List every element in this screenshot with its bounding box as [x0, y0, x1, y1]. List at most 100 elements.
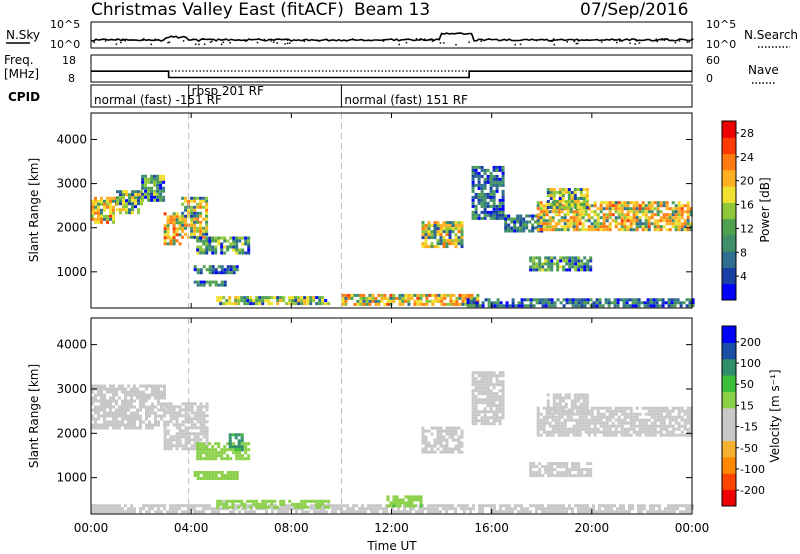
data-cell: [94, 220, 97, 224]
data-cell: [632, 228, 636, 232]
data-cell: [193, 447, 197, 451]
data-cell: [424, 429, 428, 433]
data-cell: [386, 302, 390, 306]
data-cell: [119, 190, 122, 194]
data-cell: [211, 477, 215, 480]
data-cell: [208, 504, 211, 508]
data-cell: [97, 390, 100, 394]
data-cell: [184, 402, 188, 406]
data-cell: [617, 222, 621, 226]
data-cell: [159, 183, 163, 187]
data-cell: [187, 414, 191, 418]
data-cell: [623, 418, 627, 422]
data-cell: [232, 236, 236, 240]
data-cell: [122, 199, 125, 203]
data-cell: [371, 293, 375, 297]
data-cell: [97, 199, 100, 203]
data-cell: [550, 268, 554, 272]
data-cell: [409, 507, 412, 511]
data-cell: [343, 504, 346, 508]
data-cell: [445, 441, 449, 445]
data-cell: [460, 233, 464, 237]
data-cell: [196, 405, 200, 409]
data-cell: [196, 205, 200, 209]
data-cell: [97, 510, 100, 514]
data-cell: [160, 384, 163, 388]
data-cell: [635, 204, 639, 208]
data-cell: [492, 374, 496, 378]
data-cell: [359, 293, 363, 297]
colorbar-swatch: [722, 440, 736, 458]
data-cell: [421, 429, 425, 433]
data-cell: [662, 433, 666, 437]
data-cell: [641, 427, 645, 431]
colorbar-swatch: [722, 424, 736, 442]
data-cell: [373, 504, 376, 508]
data-cell: [677, 213, 681, 217]
data-cell: [145, 408, 148, 412]
data-cell: [686, 430, 690, 434]
data-cell: [542, 213, 546, 217]
data-cell: [407, 504, 411, 508]
data-cell: [172, 417, 176, 421]
data-cell: [583, 510, 586, 514]
data-cell: [448, 435, 452, 439]
data-cell: [238, 239, 242, 243]
data-cell: [258, 296, 262, 300]
data-cell: [142, 420, 145, 424]
data-cell: [446, 293, 450, 297]
data-cell: [523, 298, 527, 302]
data-cell: [641, 225, 645, 229]
data-cell: [572, 424, 576, 428]
data-cell: [626, 433, 630, 437]
data-cell: [232, 248, 236, 252]
data-cell: [352, 504, 355, 508]
data-cell: [592, 504, 595, 508]
data-cell: [617, 210, 621, 214]
data-cell: [255, 299, 259, 303]
data-cell: [463, 504, 466, 508]
data-cell: [489, 422, 493, 426]
data-cell: [471, 413, 475, 417]
data-cell: [157, 396, 160, 400]
data-cell: [448, 233, 452, 237]
data-cell: [573, 200, 577, 203]
data-cell: [495, 174, 499, 178]
nsearch-dot: [286, 39, 289, 41]
data-cell: [495, 216, 499, 220]
data-cell: [359, 302, 363, 306]
data-cell: [156, 180, 160, 184]
data-cell: [190, 432, 194, 436]
data-cell: [115, 504, 118, 508]
colorbar-swatch: [722, 121, 736, 138]
data-cell: [141, 198, 145, 202]
data-cell: [483, 186, 487, 190]
data-cell: [563, 421, 567, 425]
data-cell: [139, 417, 142, 421]
data-cell: [566, 415, 570, 419]
data-cell: [498, 213, 502, 217]
data-region: [193, 471, 239, 480]
data-cell: [300, 296, 304, 300]
data-cell: [223, 236, 227, 240]
data-cell: [492, 422, 496, 426]
data-cell: [424, 239, 428, 243]
data-cell: [163, 438, 167, 442]
data-cell: [557, 210, 561, 214]
data-cell: [655, 298, 659, 302]
data-cell: [495, 207, 499, 211]
colorbar-tick-label: -50: [740, 442, 758, 455]
data-cell: [427, 450, 431, 454]
x-axis: 00:00 04:00 08:00 12:00 16:00 20:00 00:00: [74, 113, 709, 535]
data-cell: [130, 507, 133, 511]
data-cell: [585, 405, 589, 409]
data-region: [471, 165, 505, 220]
data-cell: [163, 242, 167, 246]
data-cell: [464, 299, 468, 303]
data-cell: [205, 471, 209, 474]
data-cell: [532, 465, 536, 469]
data-cell: [427, 510, 430, 514]
data-cell: [547, 504, 550, 508]
data-cell: [557, 418, 561, 422]
data-cell: [565, 474, 569, 478]
